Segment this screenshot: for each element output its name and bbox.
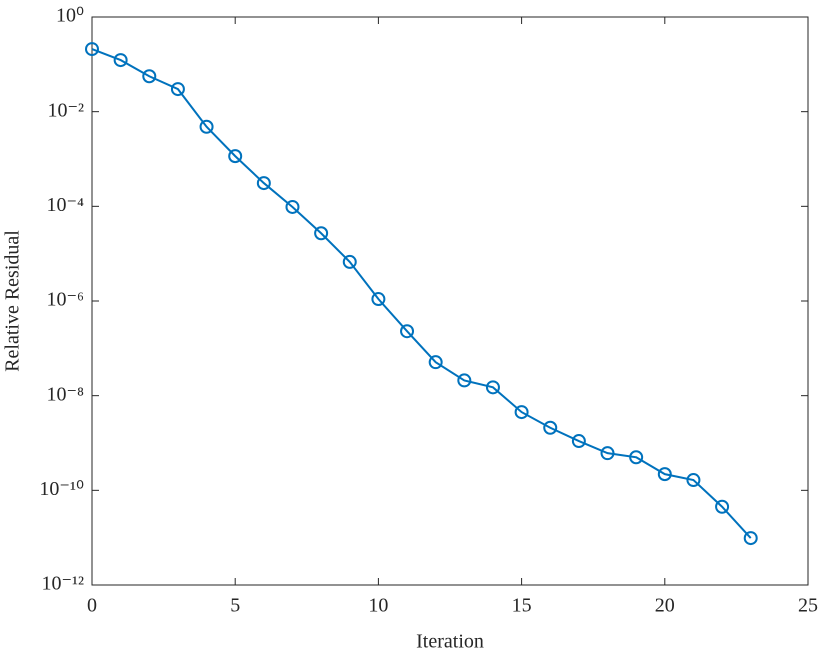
x-tick-label: 20	[655, 595, 675, 617]
data-marker	[170, 82, 185, 97]
data-marker	[85, 42, 99, 57]
x-tick-label: 0	[87, 595, 97, 617]
y-tick-label: 10⁰	[56, 5, 84, 27]
data-marker	[228, 149, 243, 164]
data-marker	[457, 373, 472, 388]
data-marker	[543, 420, 558, 435]
data-marker	[686, 473, 701, 488]
x-tick-label: 10	[368, 595, 388, 617]
x-tick-label: 15	[512, 595, 532, 617]
data-marker	[400, 324, 415, 339]
data-marker	[600, 446, 615, 461]
y-tick-label: 10⁻⁸	[46, 383, 84, 405]
data-marker	[514, 405, 529, 420]
data-marker	[371, 292, 386, 307]
y-tick-label: 10⁻²	[47, 99, 84, 121]
y-tick-label: 10⁻⁶	[46, 289, 84, 311]
x-tick-label: 25	[798, 595, 818, 617]
x-tick-label: 5	[230, 595, 240, 617]
data-marker	[256, 176, 271, 191]
data-marker	[485, 380, 500, 395]
y-tick-label: 10⁻¹⁰	[39, 478, 84, 500]
y-tick-label: 10⁻⁴	[46, 194, 84, 216]
data-marker	[314, 226, 329, 241]
data-marker	[142, 69, 157, 84]
y-tick-label: 10⁻¹²	[41, 573, 84, 595]
data-marker	[342, 254, 357, 269]
data-marker	[629, 450, 644, 465]
data-marker	[571, 434, 586, 449]
data-marker	[113, 53, 128, 68]
y-axis-label: Relative Residual	[2, 230, 24, 372]
data-marker	[199, 119, 214, 134]
data-marker	[285, 199, 300, 214]
plot-frame	[91, 16, 809, 586]
data-marker	[743, 531, 758, 546]
data-marker	[428, 355, 443, 370]
data-marker	[715, 499, 730, 514]
data-marker	[657, 467, 672, 482]
x-axis-label: Iteration	[416, 631, 484, 653]
